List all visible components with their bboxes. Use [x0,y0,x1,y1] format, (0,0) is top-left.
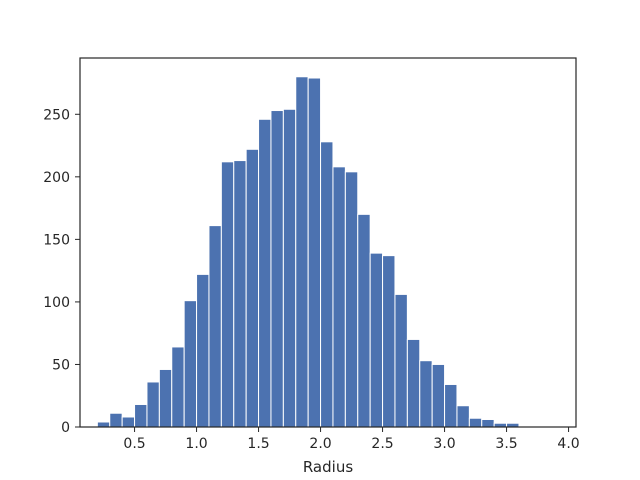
histogram-bar [220,161,235,428]
histogram-bar [406,338,421,428]
y-tick-label: 150 [43,232,70,248]
y-axis-ticks: 0 50 100 150 200 250 [43,107,80,436]
histogram-bars [96,76,520,428]
histogram-bar [245,148,260,428]
x-tick-label: 4.0 [557,436,579,452]
y-tick-label: 200 [43,170,70,186]
y-tick-label: 250 [43,107,70,123]
histogram-bar [134,403,148,428]
y-tick-label: 50 [52,357,70,373]
histogram-bar [344,171,359,428]
histogram-bar [270,110,284,428]
x-tick-label: 0.5 [123,436,145,452]
y-tick-label: 0 [61,420,70,436]
x-tick-label: 3.0 [433,436,455,452]
x-tick-label: 1.5 [247,436,269,452]
histogram-bar [382,255,396,428]
histogram-bar [183,300,198,428]
histogram-bar [158,368,173,428]
x-tick-label: 2.0 [309,436,331,452]
histogram-bar [369,252,384,428]
x-tick-label: 3.5 [495,436,517,452]
histogram-bar [109,412,123,428]
histogram-bar [146,381,160,428]
histogram-bar [394,293,408,428]
histogram-bar [320,141,334,428]
histogram-bar [307,77,322,428]
histogram-bar [196,273,210,428]
histogram-bar [456,405,470,428]
histogram-bar [121,416,136,428]
x-tick-label: 2.5 [371,436,393,452]
histogram-bar [96,421,111,428]
histogram-bar [332,166,346,428]
histogram-bar [444,383,458,428]
histogram-bar [258,118,272,428]
histogram-bar [171,346,185,428]
histogram-bar [419,360,433,428]
histogram-bar [282,108,297,428]
histogram-bar [357,213,371,428]
x-tick-label: 1.0 [185,436,207,452]
y-tick-label: 100 [43,295,70,311]
x-axis-label: Radius [303,458,353,476]
histogram-bar [295,76,309,428]
histogram-bar [208,225,222,428]
histogram-bar [431,363,446,428]
plot-frame [79,57,577,428]
histogram-bar [233,160,247,428]
histogram-bar [481,418,495,428]
histogram-bar [468,417,483,428]
x-axis-ticks: 0.5 1.0 1.5 2.0 2.5 3.0 3.5 4.0 [123,427,580,452]
